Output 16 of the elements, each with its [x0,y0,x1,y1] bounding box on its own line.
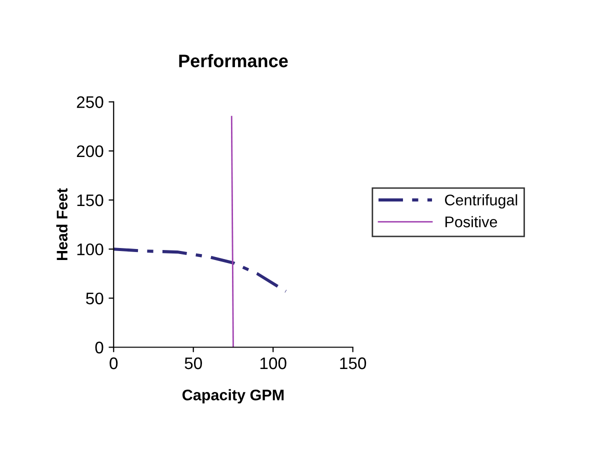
y-axis-title: Head Feet [56,188,68,260]
line-series [114,248,288,293]
chart-title: Performance [179,54,288,68]
x-axis-title: Capacity GPM [182,389,284,404]
y-tick-label: 50 [86,292,104,304]
y-tick-label: 100 [77,243,104,256]
y-tick-label: 250 [76,96,104,108]
x-tick-label: 0 [110,357,118,370]
legend-label: Centrifugal [445,194,518,208]
x-tick-label: 100 [260,357,286,370]
x-tick-label: 150 [340,357,366,370]
y-tick-label: 150 [77,194,104,206]
y-tick-label: 200 [76,145,104,158]
y-tick-label: 0 [95,342,104,354]
legend-label: Positive [445,216,498,228]
x-tick-label: 50 [184,357,202,370]
